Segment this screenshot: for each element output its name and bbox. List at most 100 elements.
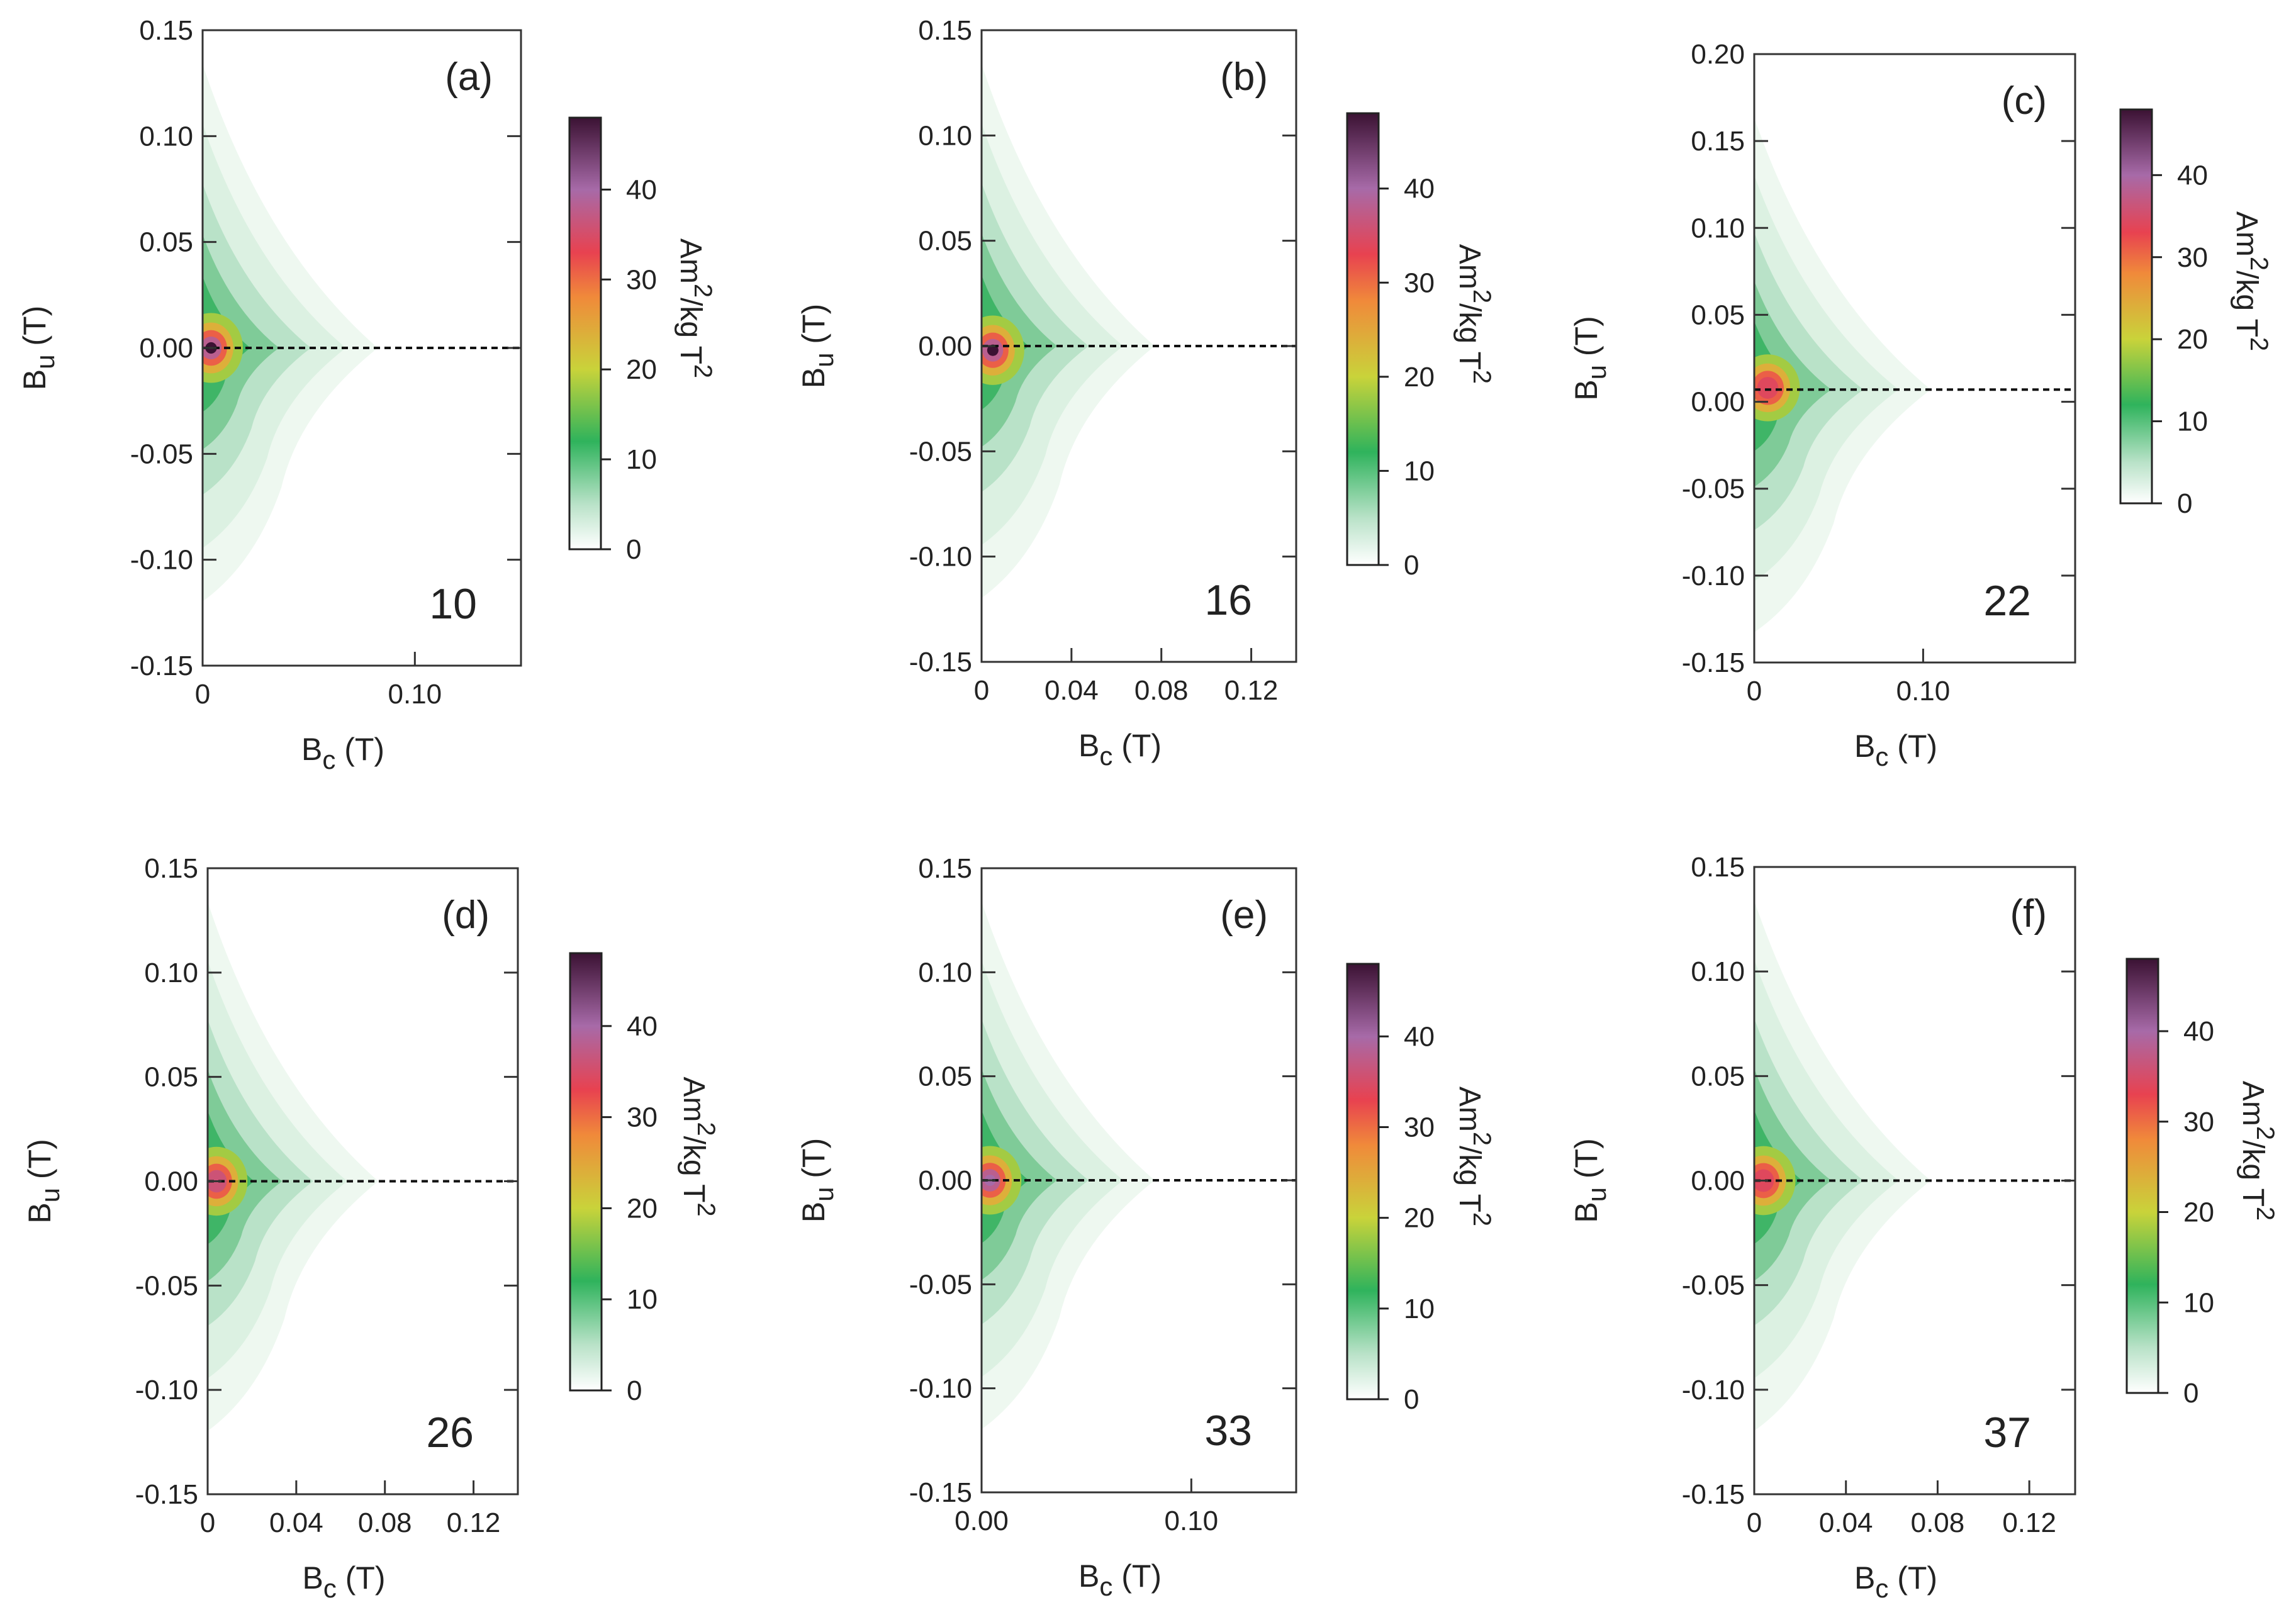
x-tick-label: 0.08 (358, 1507, 412, 1538)
x-tick-label: 0 (200, 1507, 215, 1538)
panel-letter: (b) (1220, 55, 1268, 99)
y-axis-label: Bu (T) (1569, 316, 1611, 400)
y-tick-label: 0.00 (139, 333, 193, 364)
y-tick-label: 0.15 (144, 853, 198, 884)
colorbar-tick-label: 0 (2183, 1378, 2198, 1409)
y-tick-label: -0.05 (135, 1270, 198, 1301)
y-tick-label: 0.15 (1691, 126, 1745, 157)
plot-frame (1753, 53, 2076, 664)
panel-b: -0.15 -0.10 -0.05 0.00 0.05 0.10 0.15 0 0.04 0.08… (796, 15, 1496, 771)
y-tick-label: 0.20 (1691, 39, 1745, 70)
colorbar-tick-label: 20 (626, 354, 657, 385)
y-tick-label: -0.05 (909, 436, 972, 467)
x-tick-label: 0.10 (388, 679, 442, 710)
colorbar-unit-label: Am2/kg T2 (2230, 211, 2273, 351)
y-tick-label: -0.10 (135, 1375, 198, 1406)
x-tick-label: 0.00 (955, 1506, 1009, 1536)
x-tick-label: 0 (1747, 1507, 1762, 1538)
y-tick-label: 0.10 (1691, 213, 1745, 243)
forc-density (982, 902, 1155, 1429)
y-axis-label: Bu (T) (22, 1139, 65, 1223)
colorbar-tick-label: 20 (1404, 362, 1435, 393)
y-tick-label: 0.00 (144, 1166, 198, 1197)
y-tick-label: 0.15 (1691, 852, 1745, 883)
y-tick-label: 0.15 (918, 853, 972, 884)
colorbar-tick-label: 10 (627, 1284, 658, 1315)
x-tick-label: 0 (195, 679, 210, 710)
y-tick-label: 0.00 (918, 331, 972, 362)
colorbar: 0 10 20 30 40 Am2/kg T2 (569, 952, 720, 1406)
x-tick-label: 0 (1747, 676, 1762, 707)
y-tick-label: -0.05 (909, 1269, 972, 1300)
panel-letter: (f) (2010, 892, 2047, 936)
x-tick-label: 0.12 (1224, 675, 1279, 706)
x-axis-label: Bc (T) (1078, 728, 1162, 771)
y-tick-label: -0.15 (909, 1477, 972, 1508)
colorbar-tick-label: 10 (626, 444, 657, 475)
y-tick-label: -0.15 (909, 647, 972, 678)
y-axis-label: Bu (T) (1569, 1138, 1611, 1222)
colorbar-unit-label: Am2/kg T2 (674, 238, 717, 378)
colorbar-tick-label: 40 (627, 1011, 658, 1042)
colorbar: 0 10 20 30 40 Am2/kg T2 (568, 116, 717, 565)
colorbar-tick-label: 30 (626, 264, 657, 295)
y-tick-label: -0.15 (135, 1479, 198, 1510)
x-tick-label: 0.10 (1165, 1506, 1219, 1536)
y-tick-label: -0.10 (909, 1373, 972, 1404)
y-tick-label: -0.05 (130, 439, 193, 469)
colorbar-tick-label: 30 (2183, 1107, 2214, 1138)
colorbar-gradient (1346, 963, 1380, 1400)
y-tick-label: 0.15 (918, 15, 972, 46)
y-tick-label: 0.00 (1691, 1166, 1745, 1197)
colorbar-tick-label: 10 (1404, 1294, 1435, 1324)
y-tick-label: 0.10 (144, 958, 198, 988)
colorbar-unit-label: Am2/kg T2 (677, 1076, 720, 1216)
colorbar-tick-label: 20 (2183, 1197, 2214, 1228)
y-tick-label: 0.10 (139, 121, 193, 152)
forc-density (1754, 900, 1931, 1431)
colorbar-gradient (1346, 112, 1380, 566)
colorbar-tick-label: 20 (627, 1193, 658, 1224)
sample-label: 26 (426, 1409, 474, 1456)
forc-density (982, 64, 1155, 598)
x-tick-label: 0 (974, 675, 989, 706)
colorbar-tick-label: 0 (2177, 488, 2192, 519)
sample-label: 10 (429, 580, 477, 628)
colorbar-tick-label: 0 (1404, 1384, 1419, 1415)
x-tick-label: 0.12 (2002, 1507, 2056, 1538)
x-axis-label: Bc (T) (1078, 1558, 1162, 1601)
panel-f: -0.15 -0.10 -0.05 0.00 0.05 0.10 0.15 0 0.04 0.08… (1569, 852, 2279, 1603)
y-tick-label: -0.10 (1682, 561, 1745, 591)
colorbar-tick-label: 10 (2183, 1287, 2214, 1318)
y-tick-label: 0.05 (144, 1062, 198, 1093)
panel-e: -0.15-0.10-0.050.000.050.100.150.00 0.10B… (796, 853, 1496, 1601)
density-core (1762, 382, 1774, 394)
y-tick-label: 0.00 (918, 1165, 972, 1196)
x-tick-label: 0.04 (269, 1507, 323, 1538)
panel-d: -0.15 -0.10 -0.05 0.00 0.05 0.10 0.15 0 0.04 0.08… (22, 853, 720, 1603)
colorbar-tick-label: 0 (627, 1375, 642, 1406)
x-tick-label: 0.08 (1911, 1507, 1965, 1538)
x-tick-label: 0.04 (1044, 675, 1099, 706)
y-tick-label: -0.05 (1682, 1270, 1745, 1301)
colorbar: 0 10 20 30 40 Am2/kg T2 (2119, 108, 2273, 519)
colorbar-tick-label: 40 (1404, 174, 1435, 204)
colorbar-gradient (568, 116, 602, 551)
y-tick-label: 0.05 (918, 1061, 972, 1092)
y-axis-label: Bu (T) (17, 306, 60, 390)
y-tick-label: 0.10 (918, 120, 972, 151)
colorbar-unit-label: Am2/kg T2 (2236, 1081, 2279, 1221)
y-tick-label: 0.10 (1691, 956, 1745, 987)
x-tick-label: 0.12 (447, 1507, 501, 1538)
y-tick-label: 0.15 (139, 15, 193, 46)
forc-density (203, 64, 378, 601)
colorbar-tick-label: 10 (2177, 406, 2208, 437)
y-tick-label: 0.05 (139, 227, 193, 258)
colorbar-tick-label: 30 (2177, 242, 2208, 273)
colorbar-tick-label: 30 (627, 1102, 658, 1133)
colorbar-tick-label: 40 (2183, 1016, 2214, 1047)
colorbar-tick-label: 30 (1404, 1112, 1435, 1143)
colorbar-tick-label: 40 (1404, 1021, 1435, 1052)
